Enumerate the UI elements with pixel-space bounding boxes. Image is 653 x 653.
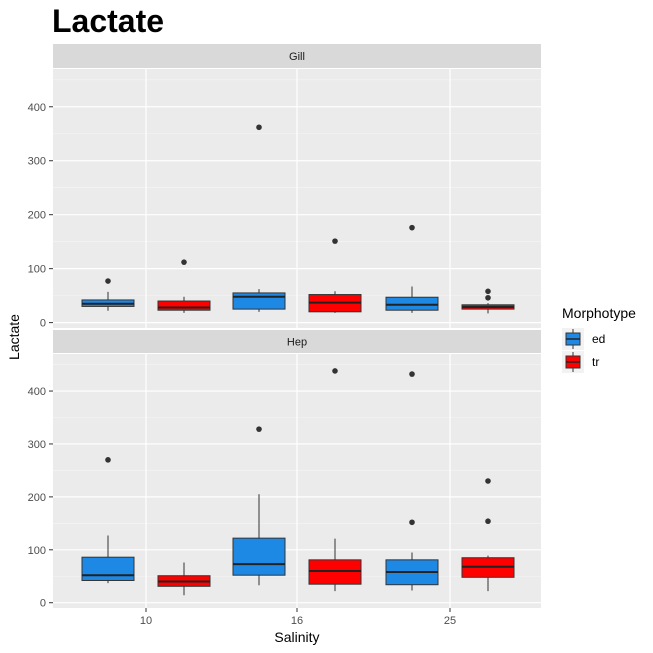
- outlier-point: [485, 288, 491, 295]
- y-tick-label: 100: [28, 264, 46, 276]
- box-ed-10: [81, 457, 135, 584]
- outlier-point: [485, 518, 491, 525]
- x-axis-title: Salinity: [274, 629, 319, 645]
- box-ed-10: [81, 278, 135, 311]
- legend-key-ed: ed: [562, 328, 605, 350]
- facet-strip: [53, 330, 541, 353]
- box-tr-25: [461, 288, 515, 314]
- facet-strip-label: Gill: [289, 51, 305, 63]
- outlier-point: [332, 368, 338, 374]
- legend-label: tr: [592, 355, 599, 369]
- x-tick-label: 25: [444, 615, 456, 627]
- x-tick-label: 10: [140, 615, 152, 627]
- outlier-point: [105, 278, 111, 284]
- outlier-point: [256, 124, 262, 131]
- box-ed-16: [232, 124, 286, 312]
- chart-title: Lactate: [52, 3, 164, 39]
- box-body: [81, 556, 135, 581]
- y-tick-label: 400: [28, 102, 46, 114]
- y-tick-label: 300: [28, 439, 46, 451]
- box-body: [232, 537, 286, 576]
- facet-panel-gill: Gill 0 100 200 300 400: [28, 44, 541, 330]
- box-body: [232, 292, 286, 310]
- box-ed-25: [385, 224, 439, 313]
- box-body: [308, 559, 362, 585]
- outlier-point: [332, 238, 338, 244]
- facet-panels: Gill 0 100 200 300 400 Hep 0 100 200 300 400: [28, 44, 541, 610]
- outlier-point: [409, 371, 415, 377]
- outlier-point: [105, 457, 111, 463]
- outlier-point: [485, 294, 491, 301]
- facet-strip-label: Hep: [287, 337, 307, 349]
- facet-strip: [53, 44, 541, 68]
- y-axis-title: Lactate: [6, 314, 22, 360]
- box-tr-16: [308, 368, 362, 592]
- y-tick-label: 400: [28, 386, 46, 398]
- outlier-point: [485, 478, 491, 484]
- y-tick-label: 0: [40, 598, 46, 610]
- y-tick-label: 300: [28, 156, 46, 168]
- facet-panel-hep: Hep 0 100 200 300 400: [28, 330, 541, 610]
- outlier-point: [409, 519, 415, 526]
- x-tick-label: 16: [291, 615, 303, 627]
- outlier-point: [181, 259, 187, 265]
- outlier-point: [256, 426, 262, 432]
- legend-key-tr: tr: [562, 351, 599, 373]
- y-tick-label: 0: [40, 318, 46, 330]
- box-body: [385, 296, 439, 311]
- box-ed-16: [232, 426, 286, 586]
- y-tick-label: 100: [28, 545, 46, 557]
- x-axis: 10 16 25: [140, 608, 456, 627]
- box-tr-10: [157, 259, 211, 313]
- legend-label: ed: [592, 332, 605, 346]
- y-tick-label: 200: [28, 210, 46, 222]
- box-body: [157, 300, 211, 311]
- box-tr-16: [308, 238, 362, 313]
- box-tr-10: [157, 562, 211, 596]
- outlier-point: [409, 224, 415, 231]
- y-tick-label: 200: [28, 492, 46, 504]
- box-tr-25: [461, 478, 515, 592]
- box-ed-25: [385, 371, 439, 591]
- legend: Morphotype ed tr: [562, 305, 636, 373]
- legend-title: Morphotype: [562, 305, 636, 321]
